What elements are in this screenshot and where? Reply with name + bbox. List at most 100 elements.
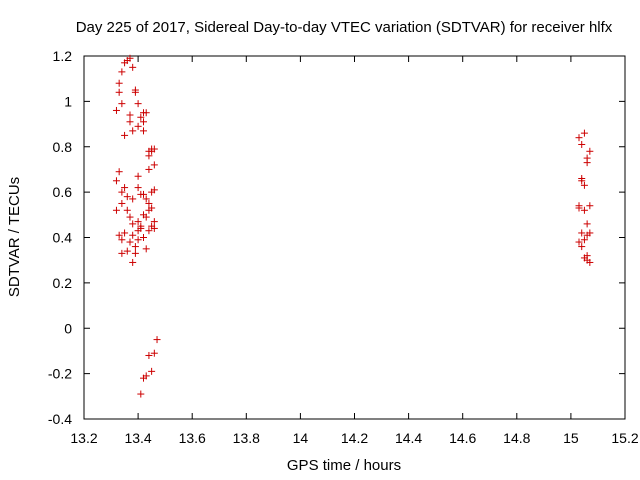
- data-point: [586, 202, 594, 210]
- data-point: [123, 247, 131, 255]
- data-point: [137, 224, 145, 232]
- x-tick-label: 13.2: [70, 430, 97, 446]
- data-point: [131, 249, 139, 257]
- x-tick-label: 15.2: [611, 430, 638, 446]
- data-point: [112, 177, 120, 185]
- data-point: [131, 243, 139, 251]
- data-point: [118, 100, 126, 108]
- data-point: [150, 161, 158, 169]
- data-point: [137, 390, 145, 398]
- data-point: [575, 238, 583, 246]
- data-point: [575, 204, 583, 212]
- y-tick-label: 1: [64, 93, 72, 109]
- data-point: [586, 229, 594, 237]
- data-point: [580, 206, 588, 214]
- data-point: [134, 122, 142, 130]
- data-point: [129, 127, 137, 135]
- data-point: [145, 227, 153, 235]
- data-point: [118, 68, 126, 76]
- y-tick-labels: -0.4 -0.2 0 0.2 0.4 0.6 0.8 1 1.2: [48, 48, 72, 427]
- data-point: [150, 145, 158, 153]
- y-tick-label: 0.2: [53, 275, 73, 291]
- data-point: [142, 372, 150, 380]
- data-point: [145, 351, 153, 359]
- data-point: [126, 238, 134, 246]
- data-point: [153, 336, 161, 344]
- data-point: [126, 111, 134, 119]
- data-point: [142, 245, 150, 253]
- data-point: [145, 199, 153, 207]
- data-point: [129, 63, 137, 71]
- data-point: [118, 188, 126, 196]
- x-tick-labels: 13.2 13.4 13.6 13.8 14 14.2 14.4 14.6 14.8 15 15.2: [70, 430, 638, 446]
- data-point: [129, 195, 137, 203]
- data-point: [140, 118, 148, 126]
- data-point: [580, 129, 588, 137]
- data-point: [140, 234, 148, 241]
- data-point: [583, 220, 591, 228]
- y-tick-label: 0.8: [53, 139, 73, 155]
- data-point: [580, 236, 588, 244]
- data-point: [580, 254, 588, 262]
- data-point: [142, 195, 150, 203]
- chart-title: Day 225 of 2017, Sidereal Day-to-day VTE…: [76, 19, 613, 36]
- data-point: [586, 258, 594, 266]
- data-point: [134, 184, 142, 192]
- data-point: [575, 134, 583, 142]
- data-point: [148, 367, 156, 375]
- data-point: [142, 109, 150, 117]
- data-point: [578, 140, 586, 148]
- x-tick-label: 14.6: [449, 430, 476, 446]
- data-points: [112, 54, 594, 398]
- data-point: [578, 177, 586, 185]
- data-point: [148, 204, 156, 212]
- data-point: [140, 190, 148, 198]
- y-tick-label: -0.2: [48, 366, 72, 382]
- x-tick-label: 13.6: [179, 430, 206, 446]
- data-point: [145, 165, 153, 173]
- x-tick-label: 15: [563, 430, 579, 446]
- data-point: [115, 231, 123, 239]
- x-tick-label: 14.4: [395, 430, 422, 446]
- data-point: [129, 258, 137, 266]
- data-point: [148, 222, 156, 230]
- data-point: [118, 199, 126, 207]
- axis-ticks: [83, 55, 626, 420]
- data-point: [150, 218, 158, 226]
- data-point: [142, 213, 150, 221]
- y-tick-label: -0.4: [48, 411, 72, 427]
- data-point: [115, 79, 123, 87]
- data-point: [578, 243, 586, 251]
- data-point: [121, 229, 129, 237]
- data-point: [134, 218, 142, 226]
- data-point: [118, 249, 126, 257]
- data-point: [121, 131, 129, 139]
- data-point: [126, 213, 134, 221]
- data-point: [578, 229, 586, 237]
- data-point: [580, 181, 588, 189]
- data-point: [134, 172, 142, 180]
- data-point: [129, 220, 137, 228]
- data-point: [140, 127, 148, 135]
- data-point: [126, 54, 134, 62]
- data-point: [148, 188, 156, 196]
- x-tick-label: 13.4: [124, 430, 151, 446]
- data-point: [134, 100, 142, 108]
- x-tick-label: 14.8: [503, 430, 530, 446]
- data-point: [126, 118, 134, 126]
- data-point: [123, 193, 131, 201]
- data-point: [137, 113, 145, 121]
- y-tick-label: 0.6: [53, 184, 73, 200]
- data-point: [115, 168, 123, 176]
- data-point: [118, 236, 126, 244]
- data-point: [129, 231, 137, 239]
- data-point: [115, 88, 123, 96]
- x-tick-label: 14.2: [341, 430, 368, 446]
- x-axis-label: GPS time / hours: [287, 457, 401, 474]
- y-axis-label: SDTVAR / TECUs: [6, 177, 23, 297]
- x-tick-label: 13.8: [233, 430, 260, 446]
- data-point: [150, 349, 158, 357]
- data-point: [121, 184, 129, 192]
